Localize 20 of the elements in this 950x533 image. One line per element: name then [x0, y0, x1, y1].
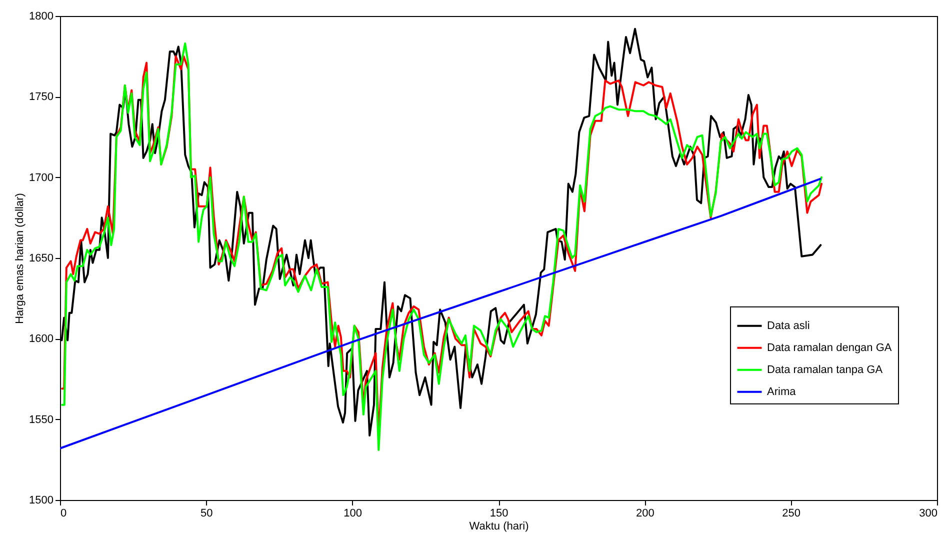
x-tick-label: 0 [60, 508, 67, 520]
y-tick-label: 1650 [29, 252, 54, 264]
x-tick-label: 50 [200, 508, 213, 520]
x-tick-label: 150 [490, 508, 508, 520]
legend-label: Data ramalan dengan GA [767, 342, 892, 354]
y-tick-label: 1700 [29, 172, 54, 184]
x-tick-label: 200 [636, 508, 654, 520]
y-tick-label: 1750 [29, 91, 54, 104]
legend-label: Arima [767, 386, 797, 398]
legend-label: Data ramalan tanpa GA [767, 364, 884, 376]
x-tick-label: 100 [344, 508, 362, 520]
x-tick-label: 250 [782, 508, 801, 520]
x-tick-label: 300 [919, 508, 938, 520]
legend-label: Data asli [767, 320, 810, 332]
y-tick-label: 1550 [29, 414, 54, 426]
y-tick-label: 1500 [29, 494, 54, 506]
y-tick-label: 1800 [29, 10, 54, 22]
x-axis-title: Waktu (hari) [469, 520, 529, 532]
y-tick-label: 1600 [29, 333, 54, 346]
y-axis-title: Harga emas harian (dollar) [14, 193, 26, 324]
